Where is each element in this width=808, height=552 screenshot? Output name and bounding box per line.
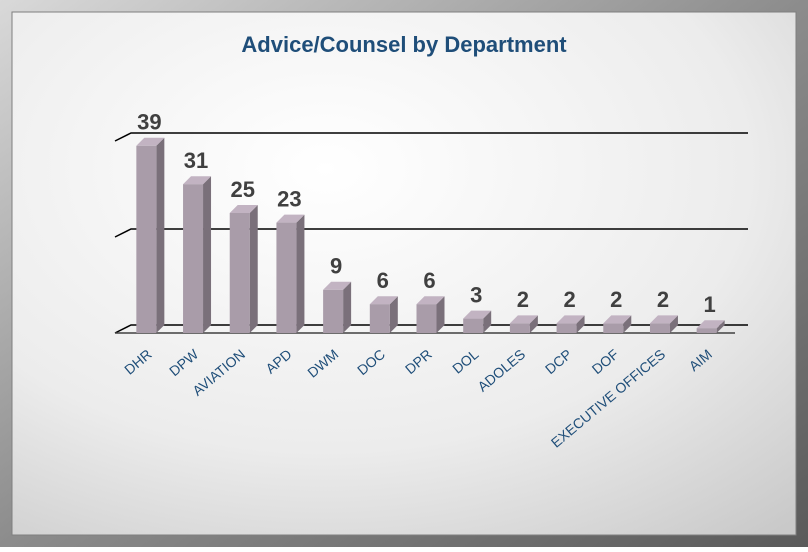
grid-line [114,324,748,334]
data-label: 6 [423,268,435,293]
bar [136,145,157,333]
bar-side [669,315,678,333]
bar-top [696,320,725,329]
grid-line [114,228,748,238]
bar [509,323,530,333]
data-label: 39 [137,110,161,135]
bar [323,289,344,333]
bar [369,304,390,333]
bar-top [136,137,165,146]
data-label: 6 [377,268,389,293]
data-label: 2 [610,287,622,312]
bar [556,323,577,333]
bar-top [229,205,258,213]
bar [463,318,484,333]
bar-top [463,310,492,319]
bar-side [529,315,538,333]
bar [696,328,717,333]
bar-top [603,315,632,324]
bar-side [483,310,492,333]
chart-title: Advice/Counsel by Department [241,32,567,57]
bar-top [509,315,538,324]
data-label: 23 [277,186,301,211]
bar-side [389,296,398,333]
bar-top [323,281,352,290]
data-label: 2 [517,287,529,312]
bar [603,323,624,333]
data-label: 3 [470,282,482,307]
bar-top [183,176,212,185]
bar-side [343,281,352,333]
grid-line [114,132,748,142]
bar-top [649,315,678,324]
bar [276,222,297,333]
data-label: 2 [657,287,669,312]
bar-top [276,214,305,223]
data-label: 9 [330,254,342,279]
bar [416,304,437,333]
bar [649,323,670,333]
data-label: 1 [704,292,716,317]
bar-side [296,214,305,333]
data-label: 25 [230,177,254,202]
bar-side [436,296,445,333]
bar-side [716,320,725,333]
bar-side [623,315,632,333]
bar [183,184,204,333]
data-label: 2 [563,287,575,312]
bar-side [576,315,585,333]
bar-side [156,137,165,333]
bar-top [556,315,585,324]
bar-side [203,176,212,333]
bar-top [416,296,445,305]
plot-background [11,11,797,536]
bar [229,213,250,333]
data-label: 31 [184,148,208,173]
bar-side [249,205,258,333]
bar-top [369,296,398,305]
